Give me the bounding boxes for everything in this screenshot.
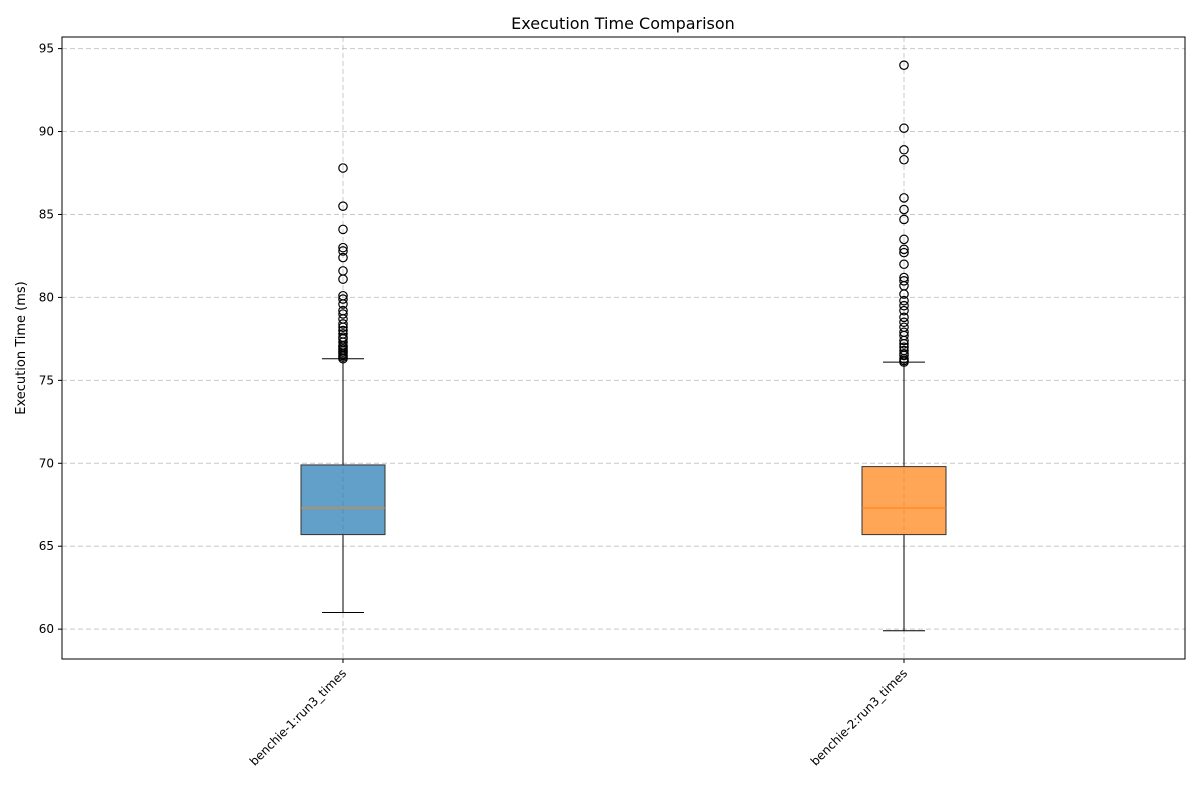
y-axis: 60 65 70 75 80 85 90 95 xyxy=(39,42,62,636)
outlier-point xyxy=(899,259,909,270)
outlier-point xyxy=(338,325,348,336)
outlier-point xyxy=(338,266,348,276)
outlier-point xyxy=(899,272,909,283)
y-tick-label: 85 xyxy=(39,207,54,221)
outlier-point xyxy=(899,144,909,155)
outlier-point xyxy=(338,246,348,256)
y-tick-label: 70 xyxy=(39,456,54,470)
outlier-point xyxy=(899,305,909,316)
outlier-point xyxy=(338,294,348,304)
y-tick-label: 95 xyxy=(39,42,54,56)
box-group xyxy=(300,163,386,614)
outlier-point xyxy=(338,305,348,316)
box xyxy=(300,464,386,536)
outlier-point xyxy=(338,252,348,263)
outlier-point xyxy=(899,214,909,225)
box-group xyxy=(861,60,947,632)
outlier-point xyxy=(338,290,348,301)
outlier-point xyxy=(899,317,909,328)
outlier-point xyxy=(899,300,909,311)
outlier-point xyxy=(899,154,909,165)
outlier-point xyxy=(899,193,909,203)
y-axis-title: Execution Time (ms) xyxy=(14,281,29,414)
outlier-point xyxy=(338,332,348,343)
outlier-point xyxy=(338,224,348,235)
outlier-point xyxy=(338,201,348,211)
outlier-point xyxy=(899,295,909,306)
outlier-point xyxy=(899,60,909,70)
y-tick-label: 80 xyxy=(39,290,54,304)
outlier-point xyxy=(899,276,909,286)
outlier-point xyxy=(899,349,909,359)
box-plots xyxy=(300,60,947,632)
y-tick-label: 60 xyxy=(39,622,54,636)
outlier-point xyxy=(899,123,909,134)
plot-frame xyxy=(61,36,1186,660)
outlier-point xyxy=(899,312,909,323)
outlier-point xyxy=(899,244,909,255)
outlier-point xyxy=(899,204,909,215)
x-tick-label: benchie-1:run3_times xyxy=(247,666,349,768)
outlier-point xyxy=(899,327,909,338)
outlier-point xyxy=(338,319,348,329)
outlier-point xyxy=(899,247,909,258)
outlier-point xyxy=(338,309,348,319)
grid xyxy=(62,37,1185,659)
x-tick-label: benchie-2:run3_times xyxy=(808,666,910,768)
outlier-point xyxy=(338,329,348,339)
outlier-point xyxy=(899,342,909,352)
outlier-point xyxy=(338,163,348,173)
box xyxy=(861,466,947,536)
y-tick-label: 90 xyxy=(39,125,54,139)
chart-title: Execution Time Comparison xyxy=(511,14,735,33)
y-tick-label: 75 xyxy=(39,373,54,387)
outlier-point xyxy=(899,234,909,245)
x-axis: benchie-1:run3_times benchie-2:run3_times xyxy=(247,659,910,769)
outlier-point xyxy=(338,242,348,253)
outlier-point xyxy=(899,322,909,333)
y-tick-label: 65 xyxy=(39,539,54,553)
outlier-point xyxy=(899,345,909,356)
